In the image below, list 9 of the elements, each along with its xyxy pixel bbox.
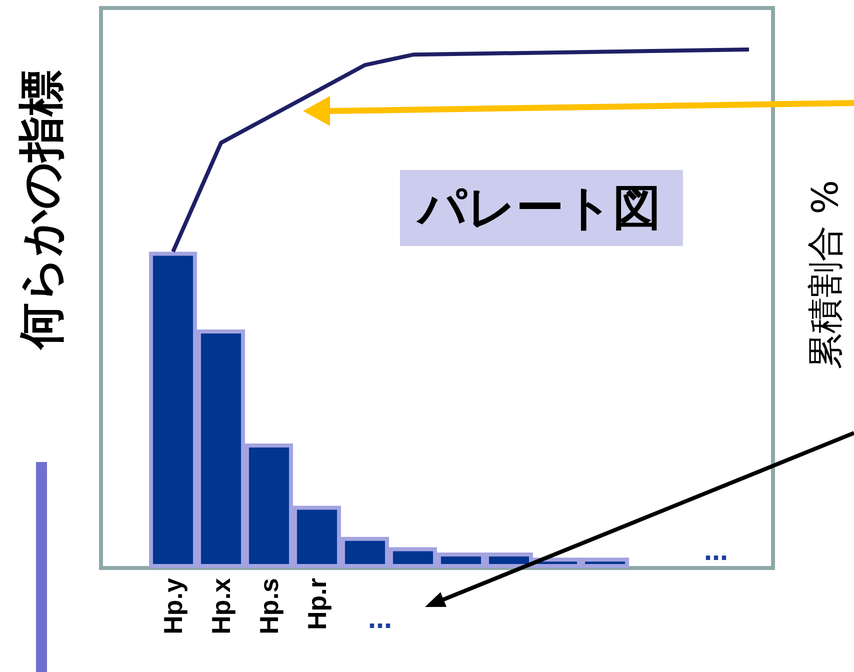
text: パレート図 [416,180,661,236]
y2-axis-title: 累積割合 % [806,180,846,370]
x-tick-label: Hp.x [206,577,236,634]
x-tick-label: Hp.y [158,577,188,634]
x-tick-label: Hp.s [254,578,284,634]
y-axis-title: 何らかの指標 [15,70,67,351]
x-tick-label: Hp.r [302,578,332,630]
annotation: … [704,538,728,566]
text: … [368,606,392,634]
